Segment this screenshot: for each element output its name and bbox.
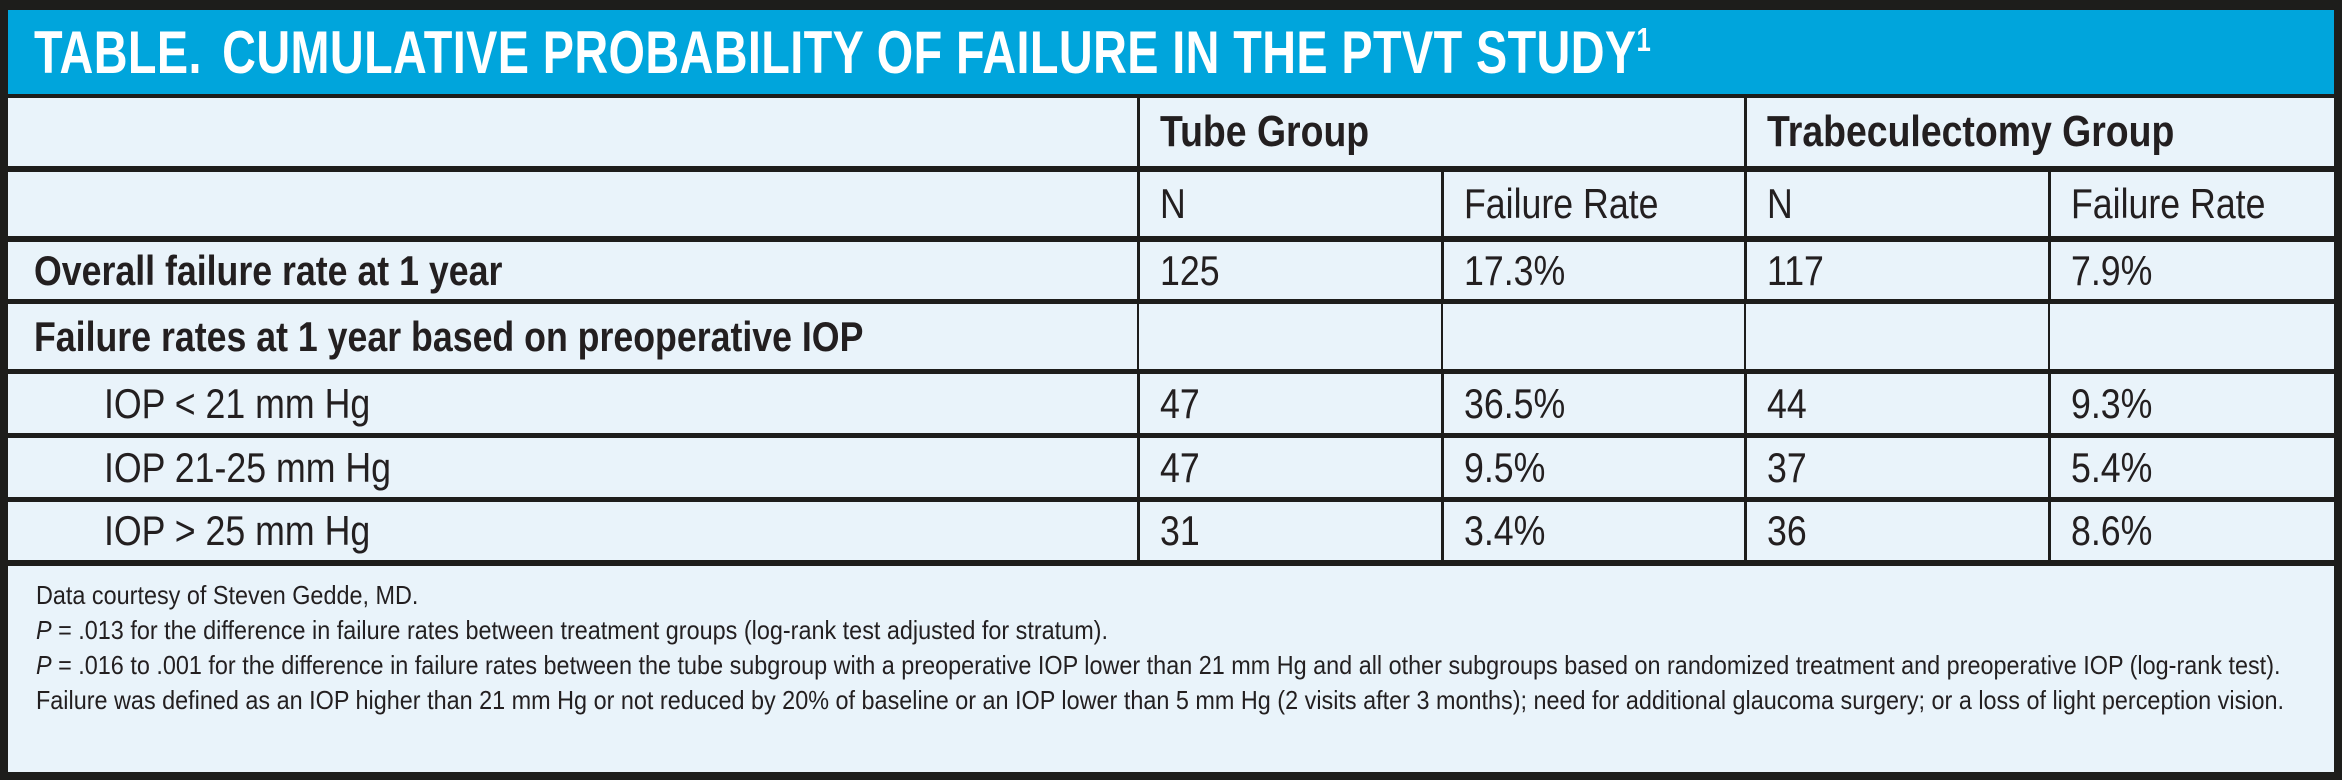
- footnotes-block: Data courtesy of Steven Gedde, MD. P = .…: [8, 566, 2334, 772]
- group-header-trabeculectomy: Trabeculectomy Group: [1744, 98, 2334, 166]
- cell-tube-failure-rate: [1440, 304, 1745, 369]
- cell-trab-n: 37: [1744, 438, 2048, 497]
- table-title-bar: TABLE. CUMULATIVE PROBABILITY OF FAILURE …: [8, 10, 2334, 98]
- group-header-empty-cell: [8, 98, 1137, 166]
- cell-tube-n: 125: [1137, 242, 1441, 299]
- cell-tube-n: 47: [1137, 438, 1441, 497]
- footnote-p013: P = .013 for the difference in failure r…: [36, 615, 1108, 645]
- table-row-iop-lt-21: IOP < 21 mm Hg 47 36.5% 44 9.3%: [8, 374, 2334, 438]
- row-label: Failure rates at 1 year based on preoper…: [34, 312, 864, 360]
- trabeculectomy-group-label: Trabeculectomy Group: [1767, 107, 2175, 156]
- cell-trab-failure-rate: 8.6%: [2047, 502, 2334, 560]
- cell-trab-failure-rate: 7.9%: [2047, 242, 2334, 299]
- cell-trab-n: [1744, 304, 2048, 369]
- cell-trab-n: 36: [1744, 502, 2048, 560]
- subheader-trab-failure-rate: Failure Rate: [2047, 172, 2334, 236]
- table-title: TABLE. CUMULATIVE PROBABILITY OF FAILURE …: [34, 18, 1651, 87]
- row-label: IOP > 25 mm Hg: [104, 507, 371, 554]
- cell-trab-failure-rate: 5.4%: [2047, 438, 2334, 497]
- table-title-label: TABLE.: [34, 18, 202, 86]
- tube-group-label: Tube Group: [1160, 107, 1370, 156]
- row-label: IOP 21-25 mm Hg: [104, 443, 392, 491]
- footnote-p016: P = .016 to .001 for the difference in f…: [36, 650, 2281, 680]
- subheader-tube-failure-rate: Failure Rate: [1440, 172, 1745, 236]
- table-row-iop-21-25: IOP 21-25 mm Hg 47 9.5% 37 5.4%: [8, 438, 2334, 502]
- table-title-text: CUMULATIVE PROBABILITY OF FAILURE IN THE…: [222, 18, 1637, 86]
- footnote-failure-definition: Failure was defined as an IOP higher tha…: [36, 685, 2285, 715]
- row-label: IOP < 21 mm Hg: [104, 379, 371, 427]
- footnote-credit: Data courtesy of Steven Gedde, MD.: [36, 580, 419, 610]
- cell-tube-n: 47: [1137, 374, 1441, 433]
- table-row-section-header: Failure rates at 1 year based on preoper…: [8, 304, 2334, 374]
- cell-trab-n: 44: [1744, 374, 2048, 433]
- group-header-row: Tube Group Trabeculectomy Group: [8, 98, 2334, 172]
- subheader-trab-n: N: [1744, 172, 2048, 236]
- subheader-empty-cell: [8, 172, 1137, 236]
- cell-trab-failure-rate: [2047, 304, 2334, 369]
- cell-tube-n: 31: [1137, 502, 1441, 560]
- cell-trab-n: 117: [1744, 242, 2048, 299]
- cell-tube-failure-rate: 17.3%: [1440, 242, 1745, 299]
- cell-tube-failure-rate: 9.5%: [1440, 438, 1745, 497]
- group-header-tube: Tube Group: [1137, 98, 1744, 166]
- cell-trab-failure-rate: 9.3%: [2047, 374, 2334, 433]
- table-title-superscript: 1: [1636, 20, 1652, 58]
- cell-tube-n: [1137, 304, 1441, 369]
- row-label: Overall failure rate at 1 year: [34, 246, 503, 294]
- cell-tube-failure-rate: 36.5%: [1440, 374, 1745, 433]
- table-row-overall: Overall failure rate at 1 year 125 17.3%…: [8, 242, 2334, 304]
- subheader-tube-n: N: [1137, 172, 1441, 236]
- subcolumn-header-row: N Failure Rate N Failure Rate: [8, 172, 2334, 242]
- table-row-iop-gt-25: IOP > 25 mm Hg 31 3.4% 36 8.6%: [8, 502, 2334, 566]
- cell-tube-failure-rate: 3.4%: [1440, 502, 1745, 560]
